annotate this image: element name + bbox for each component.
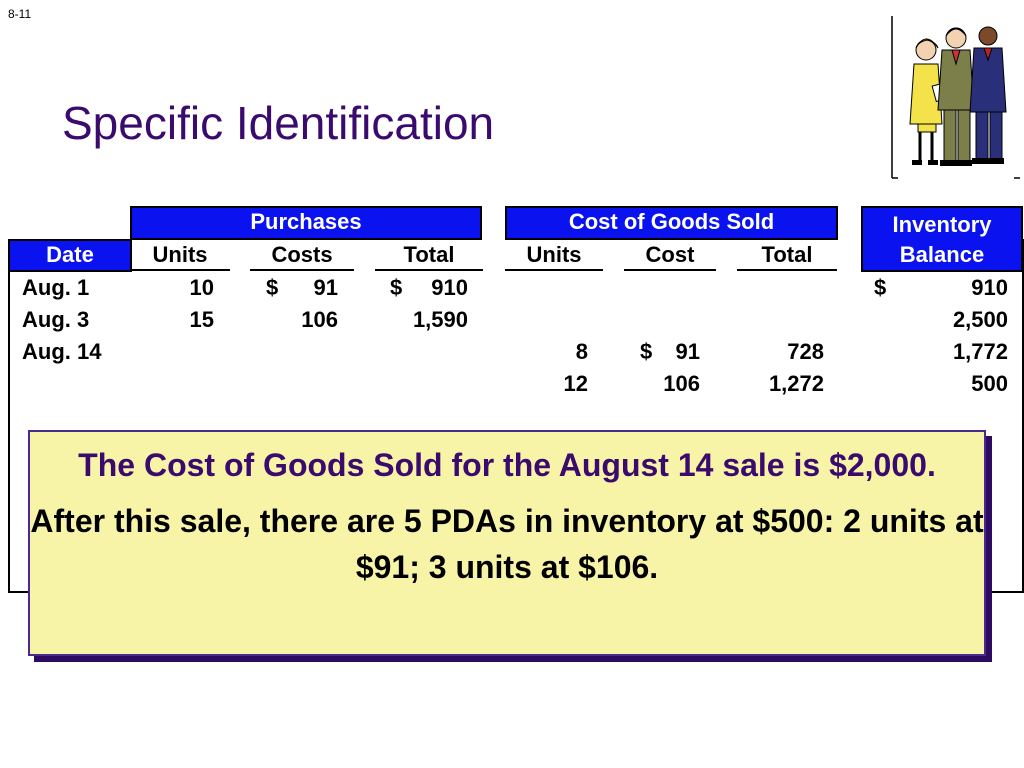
row-date: Aug. 1 bbox=[22, 275, 90, 300]
row-inventory-balance: 500 bbox=[971, 371, 1008, 396]
row-inventory-balance: 2,500 bbox=[952, 307, 1008, 332]
row-inventory-balance: 1,772 bbox=[952, 339, 1008, 364]
inventory-header-line1: Inventory bbox=[892, 212, 992, 237]
inventory-header-line2: Balance bbox=[899, 242, 985, 267]
purchases-units-header: Units bbox=[152, 242, 208, 267]
row-purchase-total: 1,590 bbox=[412, 307, 468, 332]
underline bbox=[505, 269, 603, 271]
cogs-total-header: Total bbox=[761, 242, 813, 267]
row-cogs-cost: 91 bbox=[675, 339, 700, 364]
row-inventory-balance: 910 bbox=[971, 275, 1008, 300]
row-inventory-symbol: $ bbox=[874, 275, 887, 300]
date-header: Date bbox=[8, 239, 132, 272]
purchases-header: Purchases bbox=[130, 206, 482, 240]
page-title: Specific Identification bbox=[62, 97, 495, 149]
underline bbox=[737, 269, 837, 271]
row-purchase-cost-symbol: $ bbox=[266, 275, 279, 300]
purchases-total-header: Total bbox=[403, 242, 455, 267]
underline bbox=[250, 269, 354, 271]
row-date: Aug. 3 bbox=[22, 307, 90, 332]
row-cogs-total: 728 bbox=[787, 339, 824, 364]
callout-inventory-text: After this sale, there are 5 PDAs in inv… bbox=[30, 503, 984, 585]
cogs-units-header: Units bbox=[526, 242, 582, 267]
row-cogs-units: 12 bbox=[563, 371, 588, 396]
row-cogs-cost: 106 bbox=[663, 371, 700, 396]
row-cogs-total: 1,272 bbox=[768, 371, 824, 396]
slide-number: 8-11 bbox=[8, 7, 32, 21]
cogs-cost-header: Cost bbox=[645, 242, 695, 267]
row-cogs-units: 8 bbox=[575, 339, 588, 364]
underline bbox=[130, 269, 230, 271]
row-date: Aug. 14 bbox=[22, 339, 102, 364]
cogs-header: Cost of Goods Sold bbox=[505, 206, 838, 240]
row-purchase-cost: 106 bbox=[301, 307, 338, 332]
row-cogs-cost-symbol: $ bbox=[640, 339, 653, 364]
row-purchase-units: 15 bbox=[189, 307, 214, 332]
row-purchase-total-symbol: $ bbox=[390, 275, 403, 300]
underline bbox=[624, 269, 716, 271]
callout-cogs-text: The Cost of Goods Sold for the August 14… bbox=[78, 447, 936, 483]
business-people-icon bbox=[891, 16, 1020, 179]
row-purchase-cost: 91 bbox=[313, 275, 338, 300]
purchases-costs-header: Costs bbox=[271, 242, 333, 267]
row-purchase-total: 910 bbox=[431, 275, 468, 300]
underline bbox=[375, 269, 483, 271]
row-purchase-units: 10 bbox=[189, 275, 214, 300]
callout-box: The Cost of Goods Sold for the August 14… bbox=[28, 430, 986, 656]
